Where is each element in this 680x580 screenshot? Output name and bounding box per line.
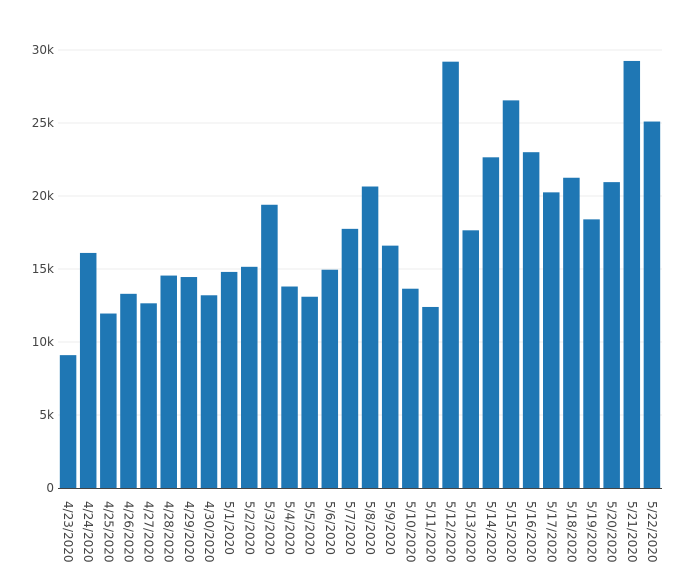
bar bbox=[241, 266, 258, 488]
x-tick-label: 5/8/2020 bbox=[363, 501, 377, 555]
x-tick-label: 5/13/2020 bbox=[464, 501, 478, 563]
bar bbox=[563, 177, 580, 488]
x-tick-label: 5/15/2020 bbox=[504, 501, 518, 563]
bar bbox=[522, 152, 540, 488]
x-tick-label: 5/14/2020 bbox=[484, 501, 498, 563]
x-tick-label: 4/25/2020 bbox=[101, 501, 115, 563]
x-tick-label: 4/30/2020 bbox=[202, 501, 216, 563]
x-tick-label: 5/18/2020 bbox=[564, 501, 578, 563]
bar bbox=[381, 245, 399, 488]
y-tick-label: 15k bbox=[32, 262, 54, 276]
x-tick-label: 5/17/2020 bbox=[544, 501, 558, 563]
bar bbox=[482, 157, 500, 488]
bar bbox=[301, 296, 318, 488]
bar bbox=[140, 303, 157, 488]
bar bbox=[643, 121, 661, 488]
x-tick-label: 4/24/2020 bbox=[81, 501, 95, 563]
bars bbox=[59, 60, 661, 489]
bar bbox=[220, 271, 238, 488]
x-tick-label: 5/22/2020 bbox=[645, 501, 659, 563]
y-tick-label: 5k bbox=[39, 408, 54, 422]
y-tick-label: 20k bbox=[32, 189, 54, 203]
x-tick-label: 5/12/2020 bbox=[444, 501, 458, 563]
x-tick-label: 5/11/2020 bbox=[423, 501, 437, 563]
y-tick-label: 10k bbox=[32, 335, 54, 349]
x-axis-ticks: 4/23/2020 4/24/2020 4/25/2020 4/26/2020 4/27… bbox=[61, 501, 659, 563]
bar bbox=[79, 252, 97, 488]
x-tick-label: 5/16/2020 bbox=[524, 501, 538, 563]
x-tick-label: 4/27/2020 bbox=[142, 501, 156, 563]
y-gridlines bbox=[58, 49, 662, 416]
y-axis-ticks: 0 5k 10k 15k 20k 25k 30k bbox=[32, 43, 54, 495]
bar bbox=[543, 192, 560, 488]
bar bbox=[502, 100, 520, 489]
bar bbox=[361, 186, 379, 488]
bar bbox=[623, 60, 641, 488]
y-tick-label: 30k bbox=[32, 43, 54, 57]
x-tick-label: 4/26/2020 bbox=[121, 501, 135, 563]
bar bbox=[462, 230, 479, 488]
bar bbox=[583, 219, 600, 489]
bar bbox=[603, 182, 620, 488]
y-tick-label: 0 bbox=[46, 481, 54, 495]
x-tick-label: 5/3/2020 bbox=[262, 501, 276, 555]
bar bbox=[402, 288, 419, 488]
x-tick-label: 5/4/2020 bbox=[283, 501, 297, 555]
bar bbox=[321, 269, 339, 488]
x-tick-label: 5/10/2020 bbox=[403, 501, 417, 563]
x-tick-label: 5/19/2020 bbox=[585, 501, 599, 563]
bar bbox=[120, 293, 137, 488]
x-tick-label: 4/28/2020 bbox=[162, 501, 176, 563]
x-tick-label: 5/1/2020 bbox=[222, 501, 236, 555]
bar bbox=[422, 306, 439, 488]
x-tick-label: 5/2/2020 bbox=[242, 501, 256, 555]
bar bbox=[341, 228, 359, 488]
x-tick-label: 5/6/2020 bbox=[323, 501, 337, 555]
x-tick-label: 5/5/2020 bbox=[303, 501, 317, 555]
bar bbox=[281, 286, 298, 488]
x-tick-label: 4/29/2020 bbox=[182, 501, 196, 563]
x-tick-label: 4/23/2020 bbox=[61, 501, 75, 563]
bar bbox=[180, 277, 198, 488]
bar bbox=[261, 204, 278, 488]
bar bbox=[200, 295, 218, 488]
bar bbox=[59, 355, 77, 488]
x-tick-label: 5/20/2020 bbox=[605, 501, 619, 563]
bar bbox=[442, 61, 459, 489]
bar bbox=[100, 313, 117, 488]
x-tick-label: 5/7/2020 bbox=[343, 501, 357, 555]
bar bbox=[160, 275, 177, 488]
x-tick-label: 5/21/2020 bbox=[625, 501, 639, 563]
y-tick-label: 25k bbox=[32, 116, 54, 130]
x-tick-label: 5/9/2020 bbox=[383, 501, 397, 555]
